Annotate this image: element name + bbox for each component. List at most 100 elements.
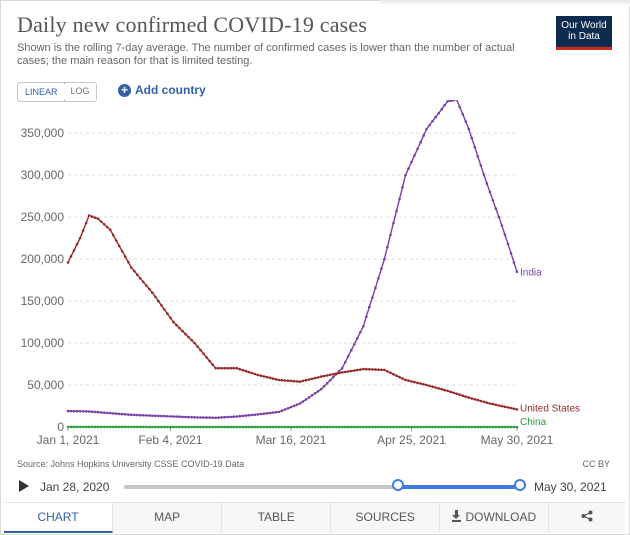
data-point: [337, 369, 341, 373]
data-point: [470, 397, 474, 400]
tab-map[interactable]: MAP: [113, 503, 223, 533]
data-point: [268, 411, 272, 415]
data-point: [139, 413, 142, 417]
data-point: [108, 411, 112, 415]
data-point: [325, 381, 329, 385]
data-point: [491, 199, 495, 202]
data-point: [380, 368, 383, 372]
tab-share[interactable]: [549, 503, 625, 533]
data-point: [401, 377, 404, 380]
data-point: [446, 100, 450, 103]
data-point: [105, 411, 109, 415]
timeline-start-label: Jan 28, 2020: [40, 480, 110, 494]
data-point: [232, 366, 235, 370]
data-point: [506, 406, 510, 409]
data-point: [280, 378, 284, 382]
data-point: [431, 425, 434, 429]
data-point: [130, 425, 133, 429]
data-point: [78, 410, 82, 413]
data-point: [214, 416, 217, 420]
data-point: [452, 100, 455, 102]
source-note[interactable]: Source: Johns Hopkins University CSSE CO…: [17, 459, 245, 469]
data-point: [232, 415, 235, 419]
data-point: [337, 425, 341, 429]
data-point: [485, 182, 489, 185]
data-point: [425, 425, 428, 429]
data-point: [232, 425, 235, 429]
data-point: [328, 425, 332, 429]
data-point: [160, 304, 163, 307]
data-point: [277, 425, 281, 429]
data-point: [428, 384, 431, 388]
data-point: [120, 425, 124, 429]
data-point: [69, 409, 73, 413]
linear-scale-button[interactable]: LINEAR: [17, 83, 66, 101]
data-point: [181, 425, 184, 429]
play-icon[interactable]: [19, 480, 29, 492]
data-point: [211, 363, 214, 366]
data-point: [404, 378, 407, 382]
data-point: [319, 425, 323, 429]
timeline-end-handle[interactable]: [514, 479, 526, 491]
data-point: [295, 380, 299, 383]
data-point: [322, 384, 326, 388]
timeline-start-handle[interactable]: [392, 479, 404, 491]
data-point: [142, 280, 145, 284]
data-point: [425, 127, 428, 131]
add-country-button[interactable]: + Add country: [118, 83, 206, 97]
data-point: [133, 269, 136, 273]
data-point: [253, 413, 257, 417]
license-link[interactable]: CC BY: [582, 459, 610, 469]
data-point: [175, 425, 178, 429]
data-point: [84, 425, 88, 429]
data-point: [274, 425, 278, 429]
data-point: [87, 410, 91, 413]
data-point: [268, 376, 272, 380]
data-point: [117, 425, 121, 429]
data-point: [503, 405, 507, 409]
data-point: [244, 425, 248, 429]
data-point: [449, 425, 453, 429]
data-point: [437, 111, 441, 115]
data-point: [69, 255, 73, 258]
data-point: [108, 425, 112, 429]
log-scale-button[interactable]: LOG: [64, 83, 96, 101]
data-point: [102, 223, 106, 226]
data-point: [166, 312, 169, 315]
y-tick-label: 300,000: [21, 168, 65, 182]
data-point: [479, 425, 483, 429]
owid-logo[interactable]: Our World in Data: [556, 16, 612, 50]
data-point: [211, 416, 214, 420]
data-point: [488, 190, 492, 194]
tab-chart[interactable]: CHART: [4, 503, 114, 533]
tab-sources[interactable]: SOURCES: [331, 503, 441, 533]
data-point: [346, 354, 350, 358]
series-label-united-states: United States: [520, 403, 580, 414]
data-point: [458, 393, 462, 397]
data-point: [461, 113, 465, 116]
data-point: [368, 305, 371, 309]
data-point: [461, 394, 465, 398]
data-point: [491, 402, 495, 406]
data-point: [96, 410, 100, 414]
data-point: [479, 399, 483, 403]
data-point: [105, 425, 109, 429]
timeline-track[interactable]: [124, 485, 520, 489]
data-point: [473, 425, 477, 429]
chart-title: Daily new confirmed COVID-19 cases: [17, 12, 368, 37]
data-point: [422, 134, 425, 137]
data-point: [277, 410, 281, 414]
data-point: [395, 425, 398, 429]
data-point: [226, 425, 229, 429]
data-point: [386, 245, 389, 249]
tab-table[interactable]: TABLE: [222, 503, 332, 533]
data-point: [476, 398, 480, 402]
y-tick-label: 50,000: [27, 378, 64, 392]
data-point: [389, 371, 392, 375]
data-point: [359, 368, 362, 371]
tab-download[interactable]: DOWNLOAD: [440, 503, 550, 533]
data-point: [262, 425, 266, 429]
data-point: [136, 273, 139, 276]
data-point: [398, 197, 401, 201]
data-point: [154, 414, 157, 418]
